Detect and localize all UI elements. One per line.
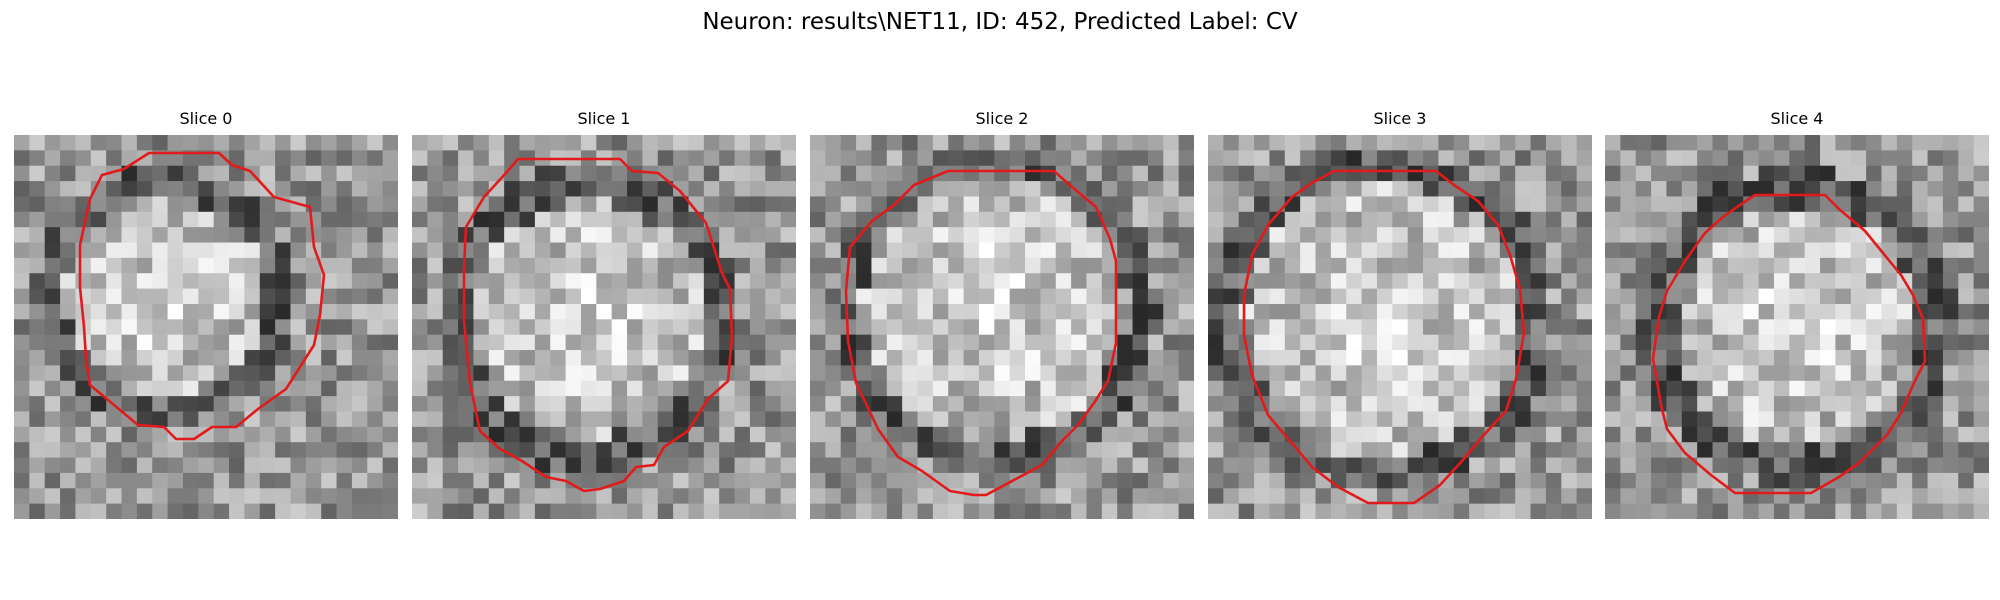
slice-image [810,135,1194,519]
figure-title: Neuron: results\NET11, ID: 452, Predicte… [702,9,1298,35]
grayscale-pixel-grid [1208,135,1592,519]
grayscale-pixel-grid [1605,135,1989,519]
grayscale-pixel-grid [412,135,796,519]
slice-title: Slice 2 [975,109,1029,128]
slice-image [412,135,796,519]
slice-image [1605,135,1989,519]
red-contour-outline [462,157,734,493]
slice-title: Slice 4 [1770,109,1824,128]
grayscale-pixel-grid [14,135,398,519]
slice-image [1208,135,1592,519]
red-contour-outline [1242,169,1526,505]
grayscale-pixel-grid [810,135,1194,519]
slice-title: Slice 3 [1373,109,1427,128]
slice-title: Slice 0 [179,109,233,128]
red-contour-outline [78,151,326,441]
red-contour-outline [844,169,1118,497]
slice-image [14,135,398,519]
red-contour-outline [1651,193,1927,495]
slice-title: Slice 1 [577,109,631,128]
